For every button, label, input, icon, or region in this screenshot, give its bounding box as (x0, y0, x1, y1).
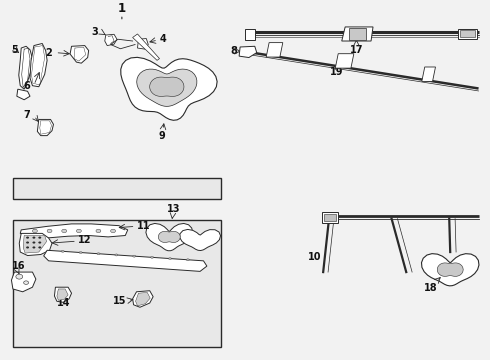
Circle shape (47, 229, 52, 233)
Polygon shape (266, 42, 283, 57)
Text: 12: 12 (78, 235, 92, 246)
Circle shape (133, 255, 136, 257)
Text: 9: 9 (159, 131, 165, 141)
Circle shape (97, 253, 100, 255)
Text: 18: 18 (424, 283, 438, 293)
Text: 4: 4 (159, 34, 166, 44)
Polygon shape (437, 263, 463, 276)
Text: 8: 8 (230, 46, 237, 56)
Polygon shape (422, 67, 436, 81)
Text: 10: 10 (308, 252, 321, 262)
Polygon shape (44, 250, 207, 271)
Circle shape (26, 242, 29, 244)
Polygon shape (105, 34, 117, 46)
Polygon shape (335, 54, 354, 68)
Polygon shape (245, 29, 255, 40)
Text: 11: 11 (137, 221, 150, 231)
Text: 1: 1 (118, 2, 126, 15)
Polygon shape (322, 212, 338, 223)
Circle shape (115, 254, 118, 256)
Circle shape (96, 229, 101, 233)
Circle shape (62, 229, 67, 233)
Polygon shape (70, 46, 89, 63)
Text: 15: 15 (113, 296, 127, 306)
Polygon shape (30, 44, 47, 87)
Polygon shape (11, 272, 36, 292)
Text: 7: 7 (23, 110, 30, 120)
Circle shape (26, 246, 29, 248)
Text: 17: 17 (350, 45, 363, 54)
Circle shape (38, 237, 41, 239)
Text: 16: 16 (11, 261, 25, 271)
Text: 2: 2 (45, 48, 52, 58)
Circle shape (186, 259, 189, 261)
Polygon shape (158, 231, 180, 243)
Circle shape (24, 281, 28, 284)
Circle shape (79, 252, 82, 253)
Circle shape (61, 250, 64, 252)
Polygon shape (57, 289, 68, 300)
Polygon shape (458, 30, 477, 39)
Circle shape (16, 274, 23, 279)
Polygon shape (133, 34, 159, 60)
Polygon shape (20, 224, 128, 238)
Circle shape (32, 237, 35, 239)
Polygon shape (348, 28, 366, 40)
Polygon shape (239, 46, 257, 58)
Text: 19: 19 (330, 67, 343, 77)
Circle shape (169, 257, 171, 260)
Polygon shape (138, 39, 148, 49)
Circle shape (38, 246, 41, 248)
Polygon shape (19, 46, 32, 89)
Polygon shape (324, 214, 336, 221)
Bar (13, 178, 220, 199)
Text: 3: 3 (92, 27, 98, 37)
Polygon shape (23, 235, 47, 253)
Circle shape (26, 237, 29, 239)
Polygon shape (133, 291, 153, 307)
Polygon shape (460, 31, 475, 37)
Polygon shape (137, 69, 197, 106)
Polygon shape (146, 224, 193, 251)
Polygon shape (342, 27, 373, 41)
Circle shape (32, 229, 37, 233)
Bar (239, 18, 484, 51)
Circle shape (150, 256, 153, 258)
Polygon shape (19, 233, 52, 256)
Circle shape (38, 242, 41, 244)
Circle shape (111, 229, 116, 233)
Polygon shape (150, 77, 184, 96)
Polygon shape (17, 89, 30, 100)
Text: 13: 13 (168, 204, 181, 215)
Polygon shape (421, 254, 479, 286)
Text: 5: 5 (11, 45, 18, 55)
Text: 14: 14 (56, 298, 70, 308)
Polygon shape (37, 120, 53, 136)
Bar (13, 220, 220, 347)
Polygon shape (180, 229, 220, 251)
Text: 6: 6 (23, 81, 30, 91)
Polygon shape (121, 57, 217, 120)
Polygon shape (136, 292, 150, 306)
Circle shape (32, 246, 35, 248)
Circle shape (76, 229, 81, 233)
Polygon shape (54, 287, 72, 302)
Circle shape (32, 242, 35, 244)
